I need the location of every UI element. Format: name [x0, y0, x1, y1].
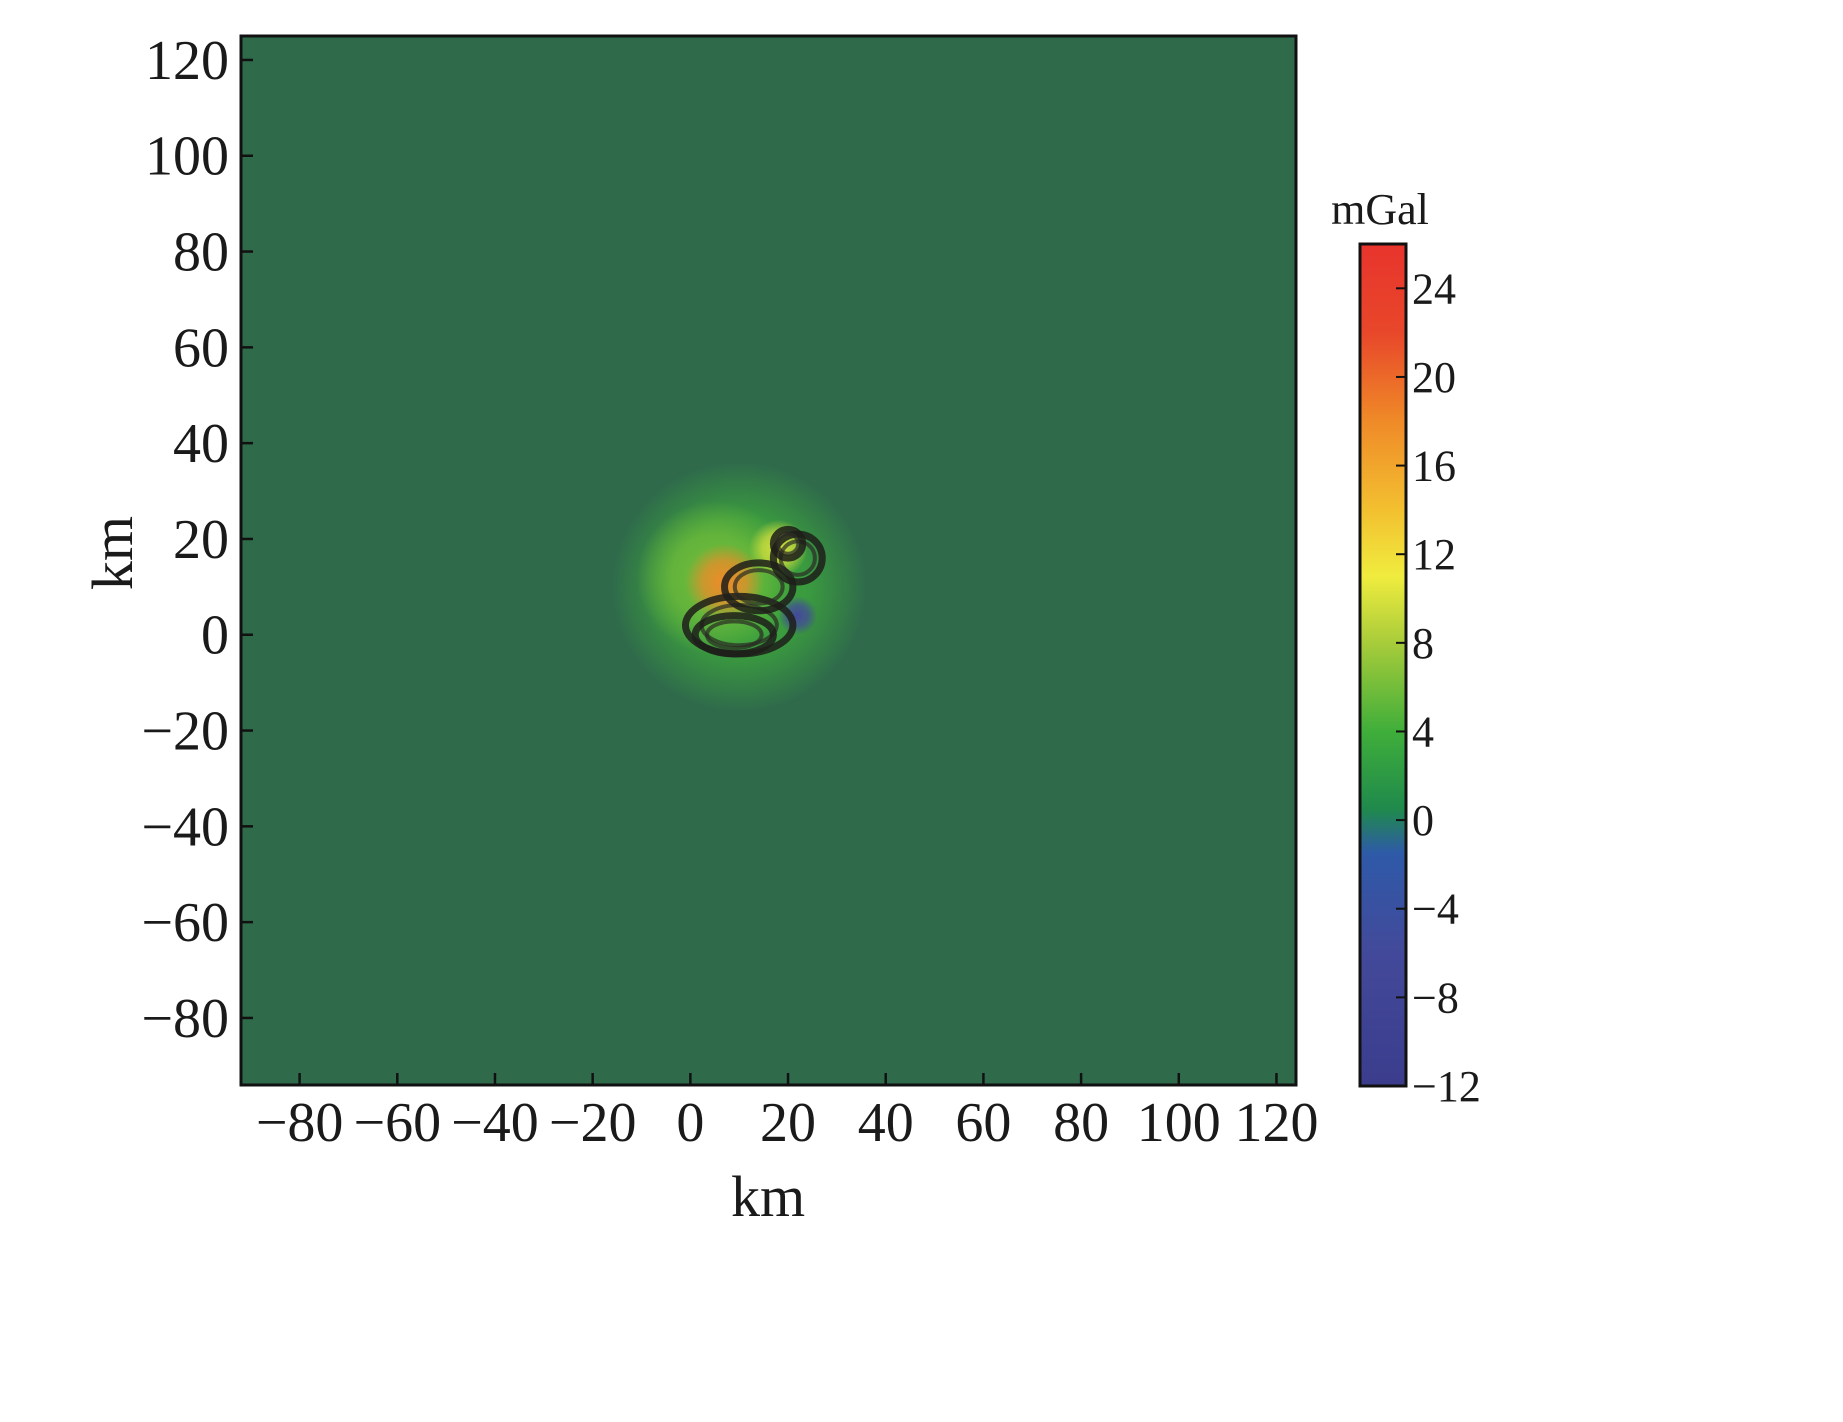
y-tick-label: −40	[141, 796, 229, 858]
anomaly-ring	[691, 612, 777, 658]
anomaly-ring	[721, 559, 797, 615]
x-tick-label: 40	[858, 1092, 914, 1154]
y-tick-label: 60	[173, 317, 229, 379]
y-tick-label: 20	[173, 509, 229, 571]
colorbar-unit-label: mGal	[1331, 185, 1429, 234]
colorbar-tick-label: −4	[1412, 885, 1459, 934]
y-tick-label: 0	[201, 605, 229, 667]
anomaly-ring-inner	[775, 531, 801, 556]
anomaly-rings	[681, 525, 826, 658]
anomaly-ring-inner	[732, 568, 785, 606]
plot-area	[239, 34, 1298, 1087]
x-tick-label: 120	[1234, 1092, 1318, 1154]
x-axis: −80 −60 −40 −20 0 20 40 60 80 100 120	[256, 1073, 1318, 1154]
plot-frame	[239, 34, 1298, 1087]
x-tick-label: 60	[955, 1092, 1011, 1154]
anomaly-ring-inner	[704, 619, 764, 651]
x-tick-label: 0	[676, 1092, 704, 1154]
colorbar-tick-label: 12	[1412, 530, 1456, 579]
y-tick-label: 100	[145, 126, 229, 188]
x-tick-label: 20	[760, 1092, 816, 1154]
colorbar: −12 −8 −4 0 4 8 12 16 20 24	[1358, 242, 1481, 1111]
colorbar-tick-label: 0	[1412, 796, 1434, 845]
x-tick-label: −20	[549, 1092, 637, 1154]
y-axis: −80 −60 −40 −20 0 20 40 60 80 100 120	[141, 30, 253, 1050]
anomaly-blob	[778, 596, 818, 635]
y-tick-label: 80	[173, 222, 229, 284]
x-axis-label: km	[731, 1164, 805, 1229]
x-tick-label: 80	[1053, 1092, 1109, 1154]
colorbar-tick-label: 4	[1412, 707, 1434, 756]
x-tick-label: −60	[353, 1092, 441, 1154]
x-tick-label: −80	[256, 1092, 344, 1154]
heatmap-anomalies	[612, 462, 867, 712]
y-tick-label: 120	[145, 30, 229, 92]
colorbar-gradient	[1358, 242, 1408, 1088]
y-tick-label: −60	[141, 892, 229, 954]
y-tick-label: −20	[141, 701, 229, 763]
x-tick-label: 100	[1137, 1092, 1221, 1154]
y-tick-label: 40	[173, 413, 229, 475]
anomaly-ring	[769, 525, 807, 562]
colorbar-tick-label: 24	[1412, 264, 1456, 313]
y-axis-label: km	[80, 516, 145, 590]
colorbar-tick-label: −12	[1412, 1062, 1481, 1111]
colorbar-tick-label: 16	[1412, 442, 1456, 491]
colorbar-tick-label: 8	[1412, 619, 1434, 668]
x-tick-label: −40	[451, 1092, 539, 1154]
colorbar-tick-label: 20	[1412, 353, 1456, 402]
y-tick-label: −80	[141, 988, 229, 1050]
colorbar-tick-label: −8	[1412, 973, 1459, 1022]
